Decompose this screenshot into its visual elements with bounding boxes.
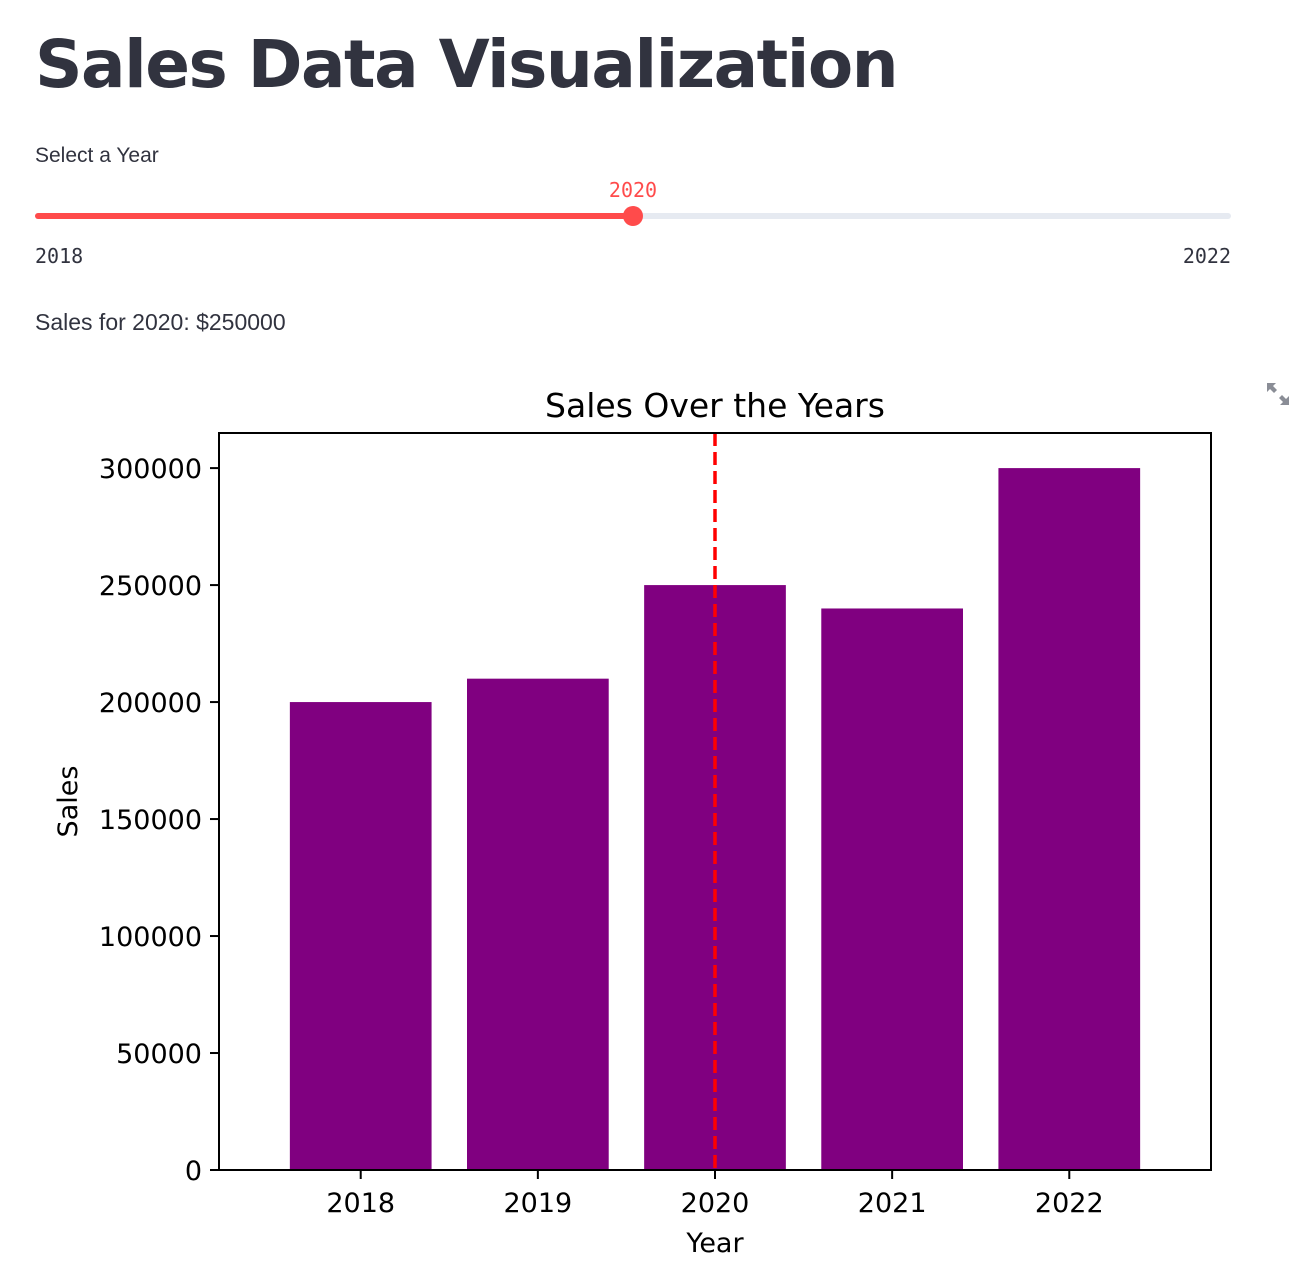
x-axis-label: Year xyxy=(685,1228,744,1259)
y-tick-label: 250000 xyxy=(99,571,202,602)
x-tick-label: 2018 xyxy=(326,1188,395,1219)
y-tick-label: 200000 xyxy=(99,688,202,719)
slider-min-label: 2018 xyxy=(35,244,84,268)
bar-2018 xyxy=(289,702,432,1170)
y-tick-label: 50000 xyxy=(116,1039,202,1070)
slider-fill xyxy=(35,213,633,219)
slider-value-label: 2020 xyxy=(608,178,658,202)
expand-icon[interactable] xyxy=(1264,380,1292,408)
y-tick-label: 100000 xyxy=(99,922,202,953)
plot-frame xyxy=(218,432,1212,1171)
x-tick-label: 2022 xyxy=(1035,1188,1104,1219)
sales-bar-chart: Sales Over the Years 0 50000 100000 150000 2… xyxy=(53,386,1212,1259)
bar-2022 xyxy=(998,468,1141,1171)
x-axis: 2018 2019 2020 2021 2022 xyxy=(326,1170,1104,1219)
x-tick-label: 2019 xyxy=(503,1188,572,1219)
y-tick-label: 150000 xyxy=(99,805,202,836)
x-tick-label: 2020 xyxy=(681,1188,750,1219)
slider-label: Select a Year xyxy=(35,144,159,167)
y-tick-label: 0 xyxy=(185,1156,202,1187)
x-tick-label: 2021 xyxy=(858,1188,927,1219)
bar-2021 xyxy=(821,608,963,1170)
year-slider[interactable] xyxy=(35,206,1231,226)
y-tick-label: 300000 xyxy=(99,454,202,485)
slider-max-label: 2022 xyxy=(1182,244,1231,268)
chart-title: Sales Over the Years xyxy=(545,386,885,425)
page-title: Sales Data Visualization xyxy=(35,26,899,103)
bars-group xyxy=(289,468,1141,1171)
slider-thumb[interactable] xyxy=(623,206,643,226)
y-axis: 0 50000 100000 150000 200000 250000 300000 xyxy=(99,454,219,1187)
sales-summary-text: Sales for 2020: $250000 xyxy=(35,309,286,335)
bar-2019 xyxy=(467,678,609,1170)
y-axis-label: Sales xyxy=(53,766,84,838)
